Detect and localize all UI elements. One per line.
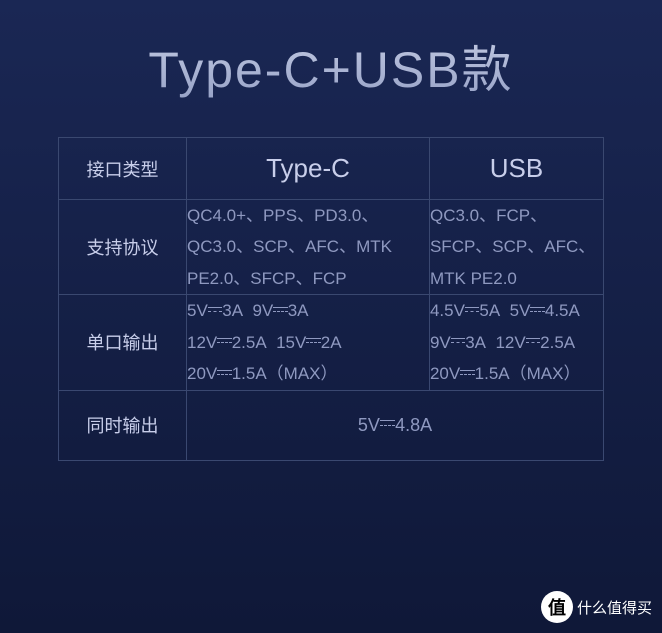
simultaneous-value: 5V4.8A <box>187 390 604 460</box>
protocols-usb: QC3.0、FCP、SFCP、SCP、AFC、MTK PE2.0 <box>429 200 603 295</box>
header-interface-type: 接口类型 <box>59 138 187 200</box>
protocols-typec: QC4.0+、PPS、PD3.0、QC3.0、SCP、AFC、MTK PE2.0… <box>187 200 430 295</box>
single-output-label: 单口输出 <box>59 295 187 390</box>
single-output-usb: 4.5V5A 5V4.5A9V3A 12V2.5A20V1.5A（MAX） <box>429 295 603 390</box>
simultaneous-label: 同时输出 <box>59 390 187 460</box>
watermark-text: 什么值得买 <box>577 597 652 618</box>
header-usb: USB <box>429 138 603 200</box>
page-title: Type-C+USB款 <box>0 0 662 137</box>
single-output-typec: 5V3A 9V3A12V2.5A 15V2A20V1.5A（MAX） <box>187 295 430 390</box>
watermark: 值 什么值得买 <box>541 591 652 623</box>
watermark-badge-icon: 值 <box>541 591 573 623</box>
table-header-row: 接口类型 Type-C USB <box>59 138 604 200</box>
protocols-label: 支持协议 <box>59 200 187 295</box>
protocols-row: 支持协议 QC4.0+、PPS、PD3.0、QC3.0、SCP、AFC、MTK … <box>59 200 604 295</box>
simultaneous-row: 同时输出 5V4.8A <box>59 390 604 460</box>
single-output-row: 单口输出 5V3A 9V3A12V2.5A 15V2A20V1.5A（MAX） … <box>59 295 604 390</box>
spec-table: 接口类型 Type-C USB 支持协议 QC4.0+、PPS、PD3.0、QC… <box>58 137 604 461</box>
header-typec: Type-C <box>187 138 430 200</box>
